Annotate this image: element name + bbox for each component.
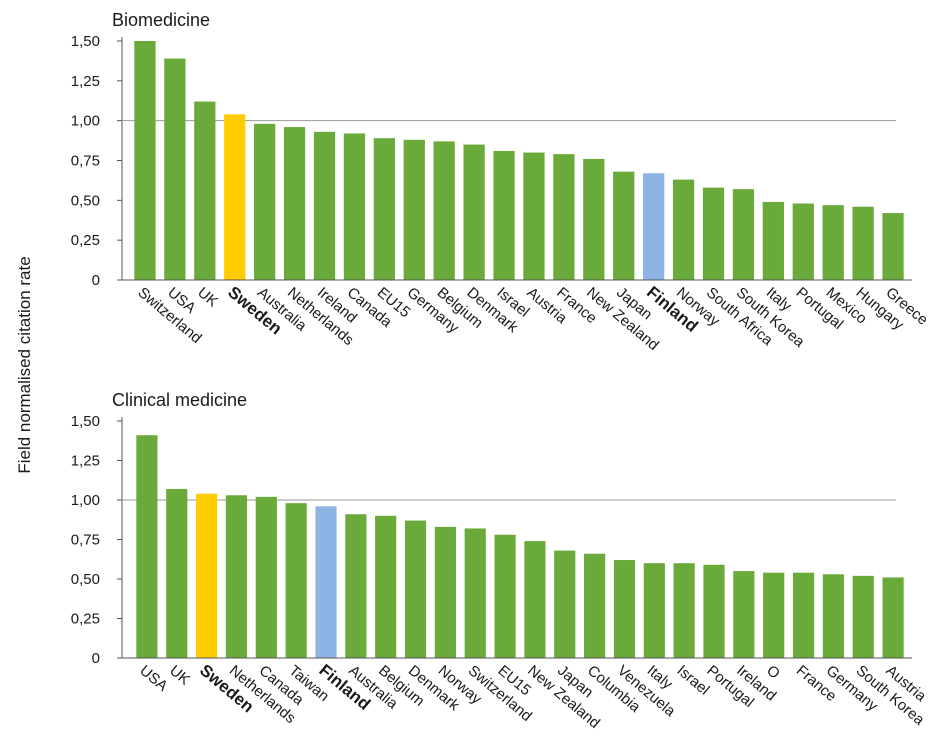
bar (373, 138, 395, 280)
bar (882, 213, 904, 280)
bar (164, 58, 186, 280)
bar (703, 564, 725, 658)
y-tick-label: 0,25 (71, 611, 100, 628)
bar (403, 139, 425, 280)
bar (196, 493, 218, 658)
bar (553, 154, 575, 280)
bar (792, 203, 814, 280)
y-tick-label: 0,75 (71, 153, 100, 170)
bar (313, 131, 336, 280)
bar (434, 526, 456, 658)
bar (375, 515, 397, 658)
bar (672, 179, 695, 280)
x-tick-label: UK (194, 284, 221, 310)
bar (494, 534, 516, 658)
bar (523, 152, 545, 280)
y-tick-label: 0,50 (71, 571, 100, 588)
x-tick-label: Israel (674, 662, 713, 699)
bar (194, 101, 216, 281)
chart-title: Clinical medicine (112, 390, 247, 410)
bar (852, 575, 874, 658)
bar (345, 514, 367, 658)
y-axis-label: Field normalised citation rate (15, 256, 34, 473)
bar (224, 114, 246, 280)
bar (732, 189, 755, 280)
bar (463, 144, 485, 280)
y-tick-label: 1,00 (71, 492, 100, 509)
bar (225, 495, 248, 658)
bar (464, 528, 486, 658)
bar (763, 572, 785, 658)
bar (822, 205, 844, 280)
y-tick-label: 0,75 (71, 532, 100, 549)
bar (822, 574, 844, 658)
bar (643, 563, 665, 658)
bar (643, 173, 665, 280)
bar (613, 171, 635, 280)
bar (792, 572, 815, 658)
x-tick-label: UK (166, 662, 193, 688)
bar (733, 571, 755, 658)
y-tick-label: 1,25 (71, 453, 100, 470)
bar (493, 150, 515, 280)
bar (554, 550, 576, 658)
bar (852, 206, 874, 280)
bar (613, 560, 636, 658)
bar (524, 541, 546, 658)
y-tick-label: 0 (92, 650, 100, 667)
y-tick-label: 0 (92, 272, 100, 289)
x-tick-label: USA (136, 662, 171, 695)
y-tick-label: 1,00 (71, 113, 100, 130)
bar (762, 201, 784, 280)
bar (254, 123, 276, 280)
bar (673, 563, 695, 658)
bar (315, 506, 337, 658)
y-tick-label: 0,50 (71, 192, 100, 209)
bar (404, 520, 427, 658)
bar (433, 141, 455, 280)
bar (136, 435, 158, 658)
bar (583, 158, 605, 280)
y-tick-label: 0,25 (71, 232, 100, 249)
bar (283, 127, 306, 280)
bar (166, 488, 188, 658)
bar (343, 133, 366, 280)
bar (584, 553, 606, 658)
y-tick-label: 1,50 (71, 413, 100, 430)
bar (285, 503, 307, 658)
bar (882, 577, 904, 658)
bar (134, 41, 156, 280)
bar (255, 496, 277, 658)
y-tick-label: 1,25 (71, 73, 100, 90)
bar (702, 187, 725, 280)
y-tick-label: 1,50 (71, 33, 100, 50)
chart-title: Biomedicine (112, 10, 210, 30)
